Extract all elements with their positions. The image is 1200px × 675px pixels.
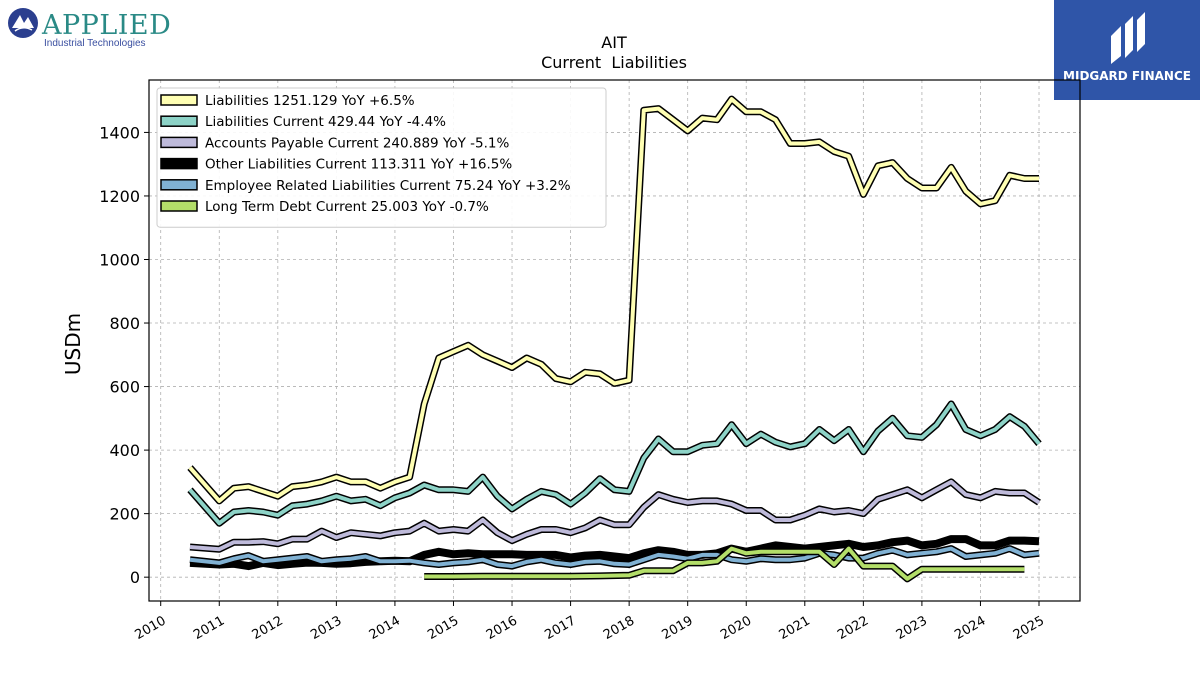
legend-label: Accounts Payable Current 240.889 YoY -5.…	[205, 135, 510, 151]
y-tick-label: 200	[109, 505, 140, 524]
legend-label: Liabilities 1251.129 YoY +6.5%	[205, 93, 415, 109]
y-tick-label: 1000	[99, 250, 140, 269]
legend-label: Long Term Debt Current 25.003 YoY -0.7%	[205, 199, 489, 215]
midgard-finance-logo: MIDGARD FINANCE	[1054, 0, 1200, 100]
x-tick-label: 2024	[952, 613, 988, 643]
series-line	[188, 97, 1039, 503]
x-tick-label: 2016	[484, 613, 520, 643]
legend-swatch	[160, 94, 198, 106]
x-tick-label: 2021	[777, 613, 813, 643]
x-tick-label: 2014	[367, 613, 403, 643]
x-tick-label: 2011	[191, 613, 227, 643]
series-line	[188, 402, 1041, 526]
chart-title: AIT	[601, 33, 627, 52]
series-line	[189, 479, 1041, 552]
y-tick-label: 400	[109, 441, 140, 460]
plot-frame	[148, 79, 1081, 602]
partner-name: MIDGARD FINANCE	[1063, 69, 1191, 83]
y-tick-label: 1200	[99, 187, 140, 206]
legend-swatch	[160, 157, 198, 170]
x-tick-label: 2020	[718, 613, 754, 643]
series-lines	[187, 95, 1042, 583]
globe-icon	[8, 8, 38, 38]
legend-swatch	[160, 115, 198, 127]
y-axis-label: USDm	[61, 313, 85, 375]
x-tick-label: 2023	[894, 613, 930, 643]
midgard-emblem-icon	[1111, 12, 1145, 64]
series-line	[189, 546, 1040, 569]
y-tick-label: 600	[109, 378, 140, 397]
y-tick-label: 800	[109, 314, 140, 333]
legend-swatch	[160, 200, 198, 212]
y-tick-label: 1400	[99, 123, 140, 142]
x-tick-label: 2013	[308, 613, 344, 643]
x-tick-label: 2015	[425, 613, 461, 643]
x-tick-label: 2012	[250, 613, 286, 643]
legend-label: Employee Related Liabilities Current 75.…	[205, 178, 571, 194]
x-tick-label: 2010	[133, 613, 169, 643]
chart-subtitle: Current Liabilities	[541, 53, 687, 72]
company-subtitle: Industrial Technologies	[44, 38, 146, 49]
x-tick-label: 2019	[660, 613, 696, 643]
legend-label: Other Liabilities Current 113.311 YoY +1…	[205, 157, 512, 173]
legend-swatch	[160, 179, 198, 191]
x-tick-label: 2017	[542, 613, 578, 643]
x-tick-label: 2025	[1011, 613, 1047, 643]
applied-logo: APPLIED Industrial Technologies	[4, 4, 171, 50]
legend-label: Liabilities Current 429.44 YoY -4.4%	[205, 114, 446, 130]
x-tick-label: 2018	[601, 613, 637, 643]
company-name: APPLIED	[42, 10, 172, 41]
legend-box	[156, 87, 607, 228]
y-tick-label: 0	[130, 568, 140, 587]
series-line	[424, 546, 1025, 581]
series-line-outline	[187, 400, 1042, 527]
series-line	[189, 535, 1040, 571]
legend-swatch	[160, 136, 198, 149]
legend: Liabilities 1251.129 YoY +6.5% Liabilitie…	[156, 87, 607, 228]
x-tick-label: 2022	[835, 613, 871, 643]
